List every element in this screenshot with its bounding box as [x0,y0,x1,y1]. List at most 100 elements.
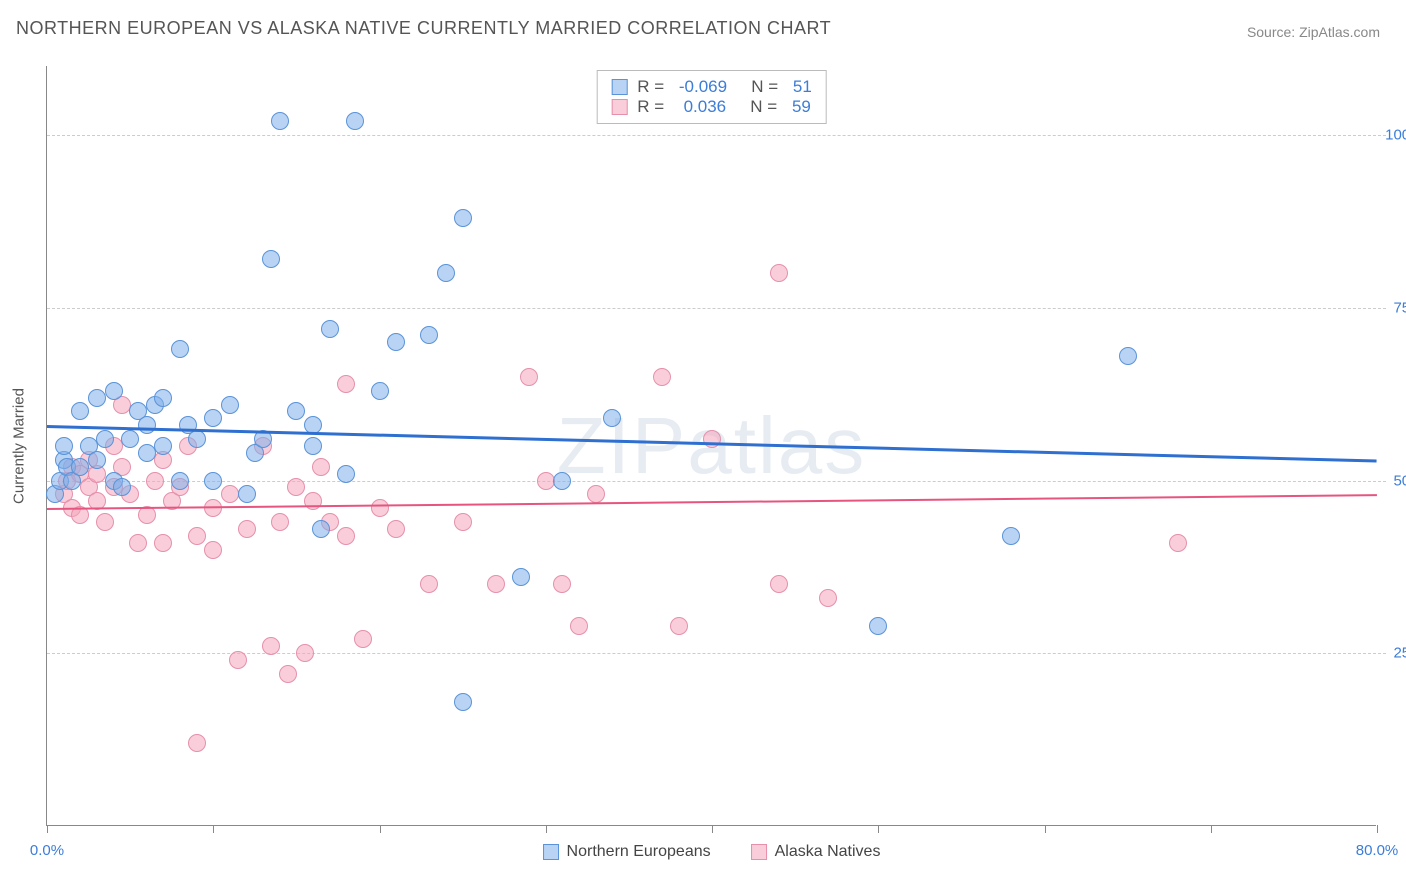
data-point [55,437,73,455]
y-tick-label: 100.0% [1385,127,1406,144]
data-point [553,472,571,490]
data-point [171,340,189,358]
x-tick [47,825,48,833]
data-point [287,478,305,496]
data-point [354,630,372,648]
data-point [653,368,671,386]
legend-label: Northern Europeans [567,843,711,861]
data-point [113,478,131,496]
data-point [96,513,114,531]
data-point [121,430,139,448]
data-point [71,458,89,476]
data-point [262,637,280,655]
data-point [553,575,571,593]
data-point [670,617,688,635]
y-tick-label: 75.0% [1393,299,1406,316]
data-point [96,430,114,448]
data-point [770,575,788,593]
data-point [154,437,172,455]
data-point [138,444,156,462]
x-tick [1045,825,1046,833]
data-point [387,333,405,351]
data-point [1119,347,1137,365]
y-tick-label: 50.0% [1393,472,1406,489]
data-point [304,492,322,510]
data-point [188,527,206,545]
data-point [88,451,106,469]
data-point [221,396,239,414]
data-point [770,264,788,282]
x-tick [1377,825,1378,833]
x-tick [546,825,547,833]
data-point [296,644,314,662]
data-point [603,409,621,427]
data-point [146,472,164,490]
data-point [287,402,305,420]
stats-swatch-pink [611,99,627,115]
data-point [587,485,605,503]
legend: Northern Europeans Alaska Natives [543,843,881,861]
data-point [154,534,172,552]
data-point [221,485,239,503]
chart-title: NORTHERN EUROPEAN VS ALASKA NATIVE CURRE… [16,18,831,39]
data-point [520,368,538,386]
x-tick [213,825,214,833]
data-point [337,527,355,545]
data-point [88,389,106,407]
data-point [279,665,297,683]
data-point [371,499,389,517]
gridline [47,135,1386,136]
data-point [105,382,123,400]
x-tick [712,825,713,833]
x-tick [878,825,879,833]
stats-n-value-2: 59 [792,97,811,117]
data-point [371,382,389,400]
data-point [312,520,330,538]
data-point [512,568,530,586]
x-tick [380,825,381,833]
data-point [154,389,172,407]
data-point [71,402,89,420]
legend-swatch-blue [543,844,559,860]
data-point [420,326,438,344]
data-point [229,651,247,669]
y-axis-title: Currently Married [11,388,28,504]
legend-swatch-pink [751,844,767,860]
data-point [188,430,206,448]
data-point [1169,534,1187,552]
data-point [537,472,555,490]
data-point [204,541,222,559]
data-point [869,617,887,635]
data-point [188,734,206,752]
data-point [337,375,355,393]
stats-r-value-2: 0.036 [679,97,726,117]
data-point [271,112,289,130]
x-tick-label: 80.0% [1356,842,1399,859]
data-point [420,575,438,593]
stats-n-label: N = [736,97,782,117]
data-point [138,416,156,434]
stats-n-label: N = [737,77,783,97]
gridline [47,481,1386,482]
stats-box: R = -0.069 N = 51 R = 0.036 N = 59 [596,70,827,124]
stats-r-label: R = [637,77,669,97]
gridline [47,308,1386,309]
data-point [238,485,256,503]
stats-swatch-blue [611,79,627,95]
data-point [271,513,289,531]
data-point [312,458,330,476]
plot-area: Currently Married ZIPatlas R = -0.069 N … [46,66,1376,826]
data-point [346,112,364,130]
gridline [47,653,1386,654]
stats-r-label: R = [637,97,669,117]
source-label: Source: ZipAtlas.com [1247,24,1380,40]
stats-n-value-1: 51 [793,77,812,97]
x-tick [1211,825,1212,833]
data-point [304,437,322,455]
data-point [487,575,505,593]
data-point [321,320,339,338]
x-tick-label: 0.0% [30,842,64,859]
y-tick-label: 25.0% [1393,645,1406,662]
data-point [171,472,189,490]
legend-label: Alaska Natives [775,843,881,861]
